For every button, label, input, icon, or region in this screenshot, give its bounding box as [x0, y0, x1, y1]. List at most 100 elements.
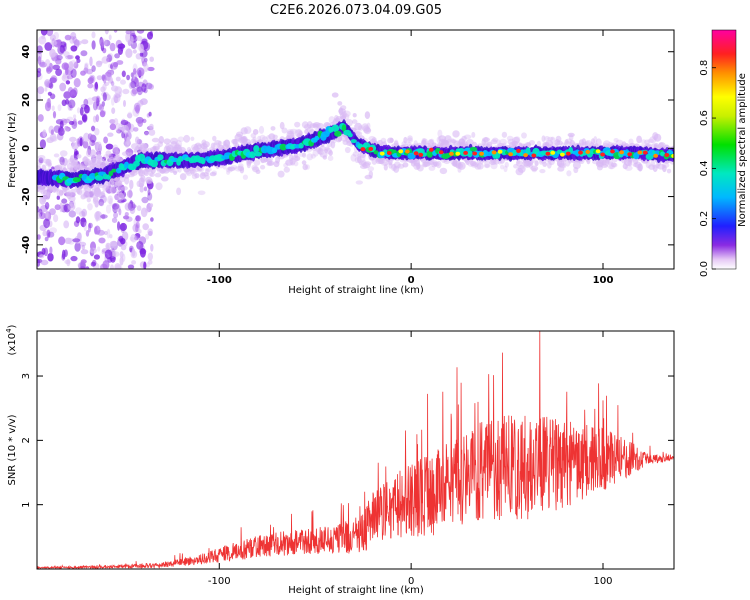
- heatmap-halo-cell: [402, 162, 409, 168]
- heatmap-noise-cell: [139, 248, 147, 255]
- heatmap-halo-cell: [205, 167, 212, 172]
- heatmap-peak-cell: [578, 150, 583, 155]
- heatmap-halo-cell: [637, 163, 644, 172]
- heatmap-noise-cell: [145, 82, 153, 90]
- heatmap-halo-cell: [302, 164, 308, 171]
- heatmap-noise-cell: [129, 179, 134, 190]
- heatmap-noise-cell: [145, 233, 150, 240]
- heatmap-halo-cell: [591, 138, 595, 145]
- heatmap-halo-cell: [562, 162, 567, 169]
- heatmap-halo-cell: [394, 140, 399, 148]
- heatmap-noise-cell: [143, 63, 149, 72]
- heatmap-noise-cell: [81, 208, 87, 217]
- heatmap-hot-cell: [525, 147, 531, 155]
- heatmap-noise-cell: [91, 96, 100, 102]
- heatmap-noise-cell: [59, 44, 65, 54]
- heatmap-noise-cell: [92, 101, 98, 111]
- heatmap-halo-cell: [529, 140, 535, 146]
- snr-series-line: [37, 331, 674, 569]
- heatmap-noise-cell: [83, 132, 90, 143]
- heatmap-hot-cell: [426, 150, 433, 158]
- heatmap-noise-cell: [43, 218, 50, 229]
- heatmap-noise-cell: [37, 67, 42, 74]
- heatmap-xtick-label: 100: [593, 275, 614, 286]
- heatmap-noise-cell: [94, 211, 103, 221]
- heatmap-halo-cell: [324, 146, 330, 152]
- heatmap-noise-cell: [42, 230, 48, 237]
- heatmap-halo-cell: [584, 140, 590, 148]
- heatmap-hot-cell: [392, 149, 397, 154]
- heatmap-noise-cell: [108, 34, 112, 41]
- heatmap-noise-cell: [115, 122, 121, 133]
- heatmap-peak-cell: [531, 153, 537, 158]
- heatmap-halo-cell: [175, 142, 180, 149]
- heatmap-halo-cell: [205, 168, 210, 174]
- heatmap-noise-cell: [65, 80, 71, 85]
- heatmap-halo-cell: [452, 130, 460, 138]
- heatmap-frame: [36, 29, 675, 270]
- heatmap-hot-cell: [298, 142, 304, 149]
- heatmap-noise-cell: [66, 258, 71, 267]
- heatmap-halo-cell: [365, 128, 372, 133]
- heatmap-halo-cell: [500, 164, 505, 170]
- heatmap-halo-cell: [289, 128, 298, 134]
- heatmap-noise-cell: [45, 210, 49, 219]
- heatmap-noise-cell: [39, 254, 45, 259]
- heatmap-halo-cell: [624, 165, 633, 171]
- heatmap-halo-cell: [153, 145, 160, 150]
- heatmap-noise-cell: [99, 104, 104, 111]
- heatmap-halo-cell: [542, 161, 548, 167]
- heatmap-halo-cell: [330, 141, 336, 149]
- heatmap-noise-cell: [101, 213, 106, 220]
- heatmap-halo-cell: [403, 136, 408, 144]
- heatmap-halo-cell: [652, 164, 658, 172]
- heatmap-halo-cell: [368, 170, 373, 178]
- heatmap-halo-cell: [306, 153, 314, 161]
- heatmap-noise-cell: [137, 100, 144, 107]
- heatmap-noise-cell: [136, 67, 145, 77]
- heatmap-peak-cell: [413, 151, 419, 156]
- heatmap-noise-cell: [42, 129, 47, 138]
- heatmap-noise-cell: [135, 215, 142, 222]
- heatmap-noise-cell: [139, 186, 144, 193]
- heatmap-noise-cell: [79, 107, 84, 116]
- heatmap-noise-cell: [89, 56, 93, 67]
- heatmap-noise-cell: [141, 83, 147, 93]
- heatmap-halo-cell: [393, 139, 399, 147]
- heatmap-halo-cell: [346, 140, 352, 146]
- heatmap-peak-cell: [449, 151, 454, 156]
- heatmap-noise-cell: [111, 107, 116, 114]
- heatmap-noise-cell: [74, 242, 81, 252]
- heatmap-halo-cell: [252, 136, 257, 143]
- heatmap-halo-cell: [546, 160, 552, 169]
- heatmap-halo-cell: [327, 155, 334, 161]
- heatmap-halo-cell: [383, 164, 388, 171]
- heatmap-peak-cell: [600, 152, 605, 157]
- heatmap-halo-cell: [61, 162, 66, 170]
- heatmap-hot-cell: [200, 159, 206, 165]
- heatmap-noise-cell: [81, 39, 89, 45]
- heatmap-noise-cell: [136, 30, 145, 34]
- heatmap-peak-cell: [379, 151, 385, 156]
- snr-xtick-label: 0: [408, 576, 414, 587]
- heatmap-halo-cell: [389, 137, 394, 143]
- heatmap-halo-cell: [140, 175, 146, 183]
- heatmap-halo-cell: [87, 203, 93, 211]
- heatmap-halo-cell: [53, 153, 60, 158]
- heatmap-halo-cell: [407, 135, 413, 142]
- heatmap-halo-cell: [463, 134, 472, 140]
- heatmap-noise-cell: [105, 57, 112, 63]
- heatmap-noise-cell: [138, 100, 143, 106]
- heatmap-noise-cell: [100, 214, 108, 219]
- heatmap-noise-cell: [47, 91, 53, 96]
- heatmap-halo-cell: [283, 166, 290, 173]
- heatmap-ytick-label: 0: [21, 145, 32, 152]
- heatmap-noise-cell: [126, 113, 133, 119]
- heatmap-halo-cell: [244, 126, 252, 134]
- heatmap-halo-cell: [558, 162, 566, 168]
- heatmap-noise-cell: [79, 266, 86, 269]
- heatmap-noise-cell: [61, 249, 66, 260]
- heatmap-peak-cell: [497, 149, 503, 154]
- heatmap-noise-cell: [65, 126, 71, 132]
- heatmap-noise-cell: [114, 263, 122, 269]
